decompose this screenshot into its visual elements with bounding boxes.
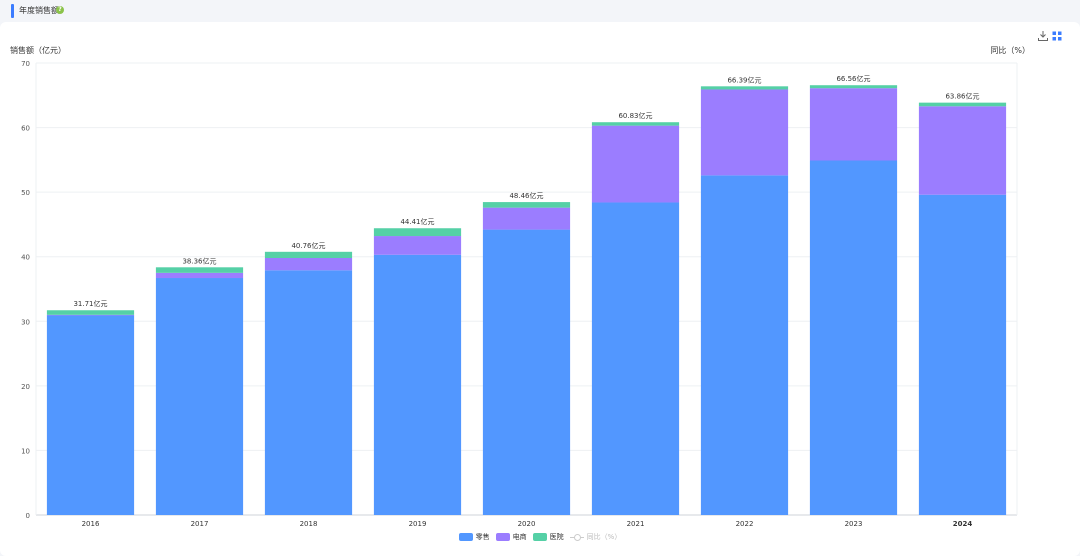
bar-segment[interactable] <box>155 267 244 273</box>
x-tick-label: 2019 <box>409 520 427 528</box>
axes: 销售额（亿元） 同比（%） 0 10 20 30 40 50 60 70 2016 2017 201… <box>10 45 1030 528</box>
x-tick-label: 2022 <box>736 520 754 528</box>
bar-total-label: 60.83亿元 <box>618 111 652 120</box>
bar-segment[interactable] <box>46 310 135 315</box>
grid-icon[interactable] <box>1051 30 1063 42</box>
panel-header: 年度销售额 ? <box>0 0 1080 22</box>
x-tick-label: 2021 <box>627 520 645 528</box>
y-tick-label: 60 <box>21 125 30 133</box>
x-tick-label: 2024 <box>953 520 973 528</box>
y-tick-label: 70 <box>21 60 30 68</box>
bar-segment[interactable] <box>264 251 353 259</box>
y-tick-label: 20 <box>21 383 30 391</box>
x-tick-label: 2020 <box>518 520 536 528</box>
question-circle-icon[interactable]: ? <box>56 6 64 14</box>
bar-segment[interactable] <box>918 106 1007 195</box>
bar-segment[interactable] <box>591 122 680 126</box>
legend-swatch <box>495 533 510 541</box>
bar-total-label: 63.86亿元 <box>945 92 979 101</box>
y-axis-title-left: 销售额（亿元） <box>10 45 66 55</box>
bar-segment[interactable] <box>700 86 789 90</box>
bar-total-label: 38.36亿元 <box>182 256 216 265</box>
bar-segment[interactable] <box>809 88 898 161</box>
bar-segment[interactable] <box>482 207 571 230</box>
legend-swatch <box>532 533 547 541</box>
bar-total-label: 66.39亿元 <box>727 75 761 84</box>
x-tick-label: 2018 <box>300 520 318 528</box>
bar-segment[interactable] <box>809 160 898 515</box>
x-tick-label: 2016 <box>82 520 100 528</box>
bar-segment[interactable] <box>264 258 353 271</box>
x-tick-label: 2017 <box>191 520 209 528</box>
bar-segment[interactable] <box>809 85 898 89</box>
bars <box>46 85 1007 515</box>
legend-label: 医院 <box>549 533 564 541</box>
bar-total-label: 48.46亿元 <box>509 191 543 200</box>
bar-segment[interactable] <box>373 254 462 515</box>
bar-segment[interactable] <box>700 89 789 176</box>
bar-segment[interactable] <box>155 272 244 279</box>
y-tick-label: 10 <box>21 447 30 455</box>
bar-segment[interactable] <box>46 314 135 316</box>
bar-segment[interactable] <box>591 125 680 203</box>
panel-title: 年度销售额 <box>19 6 59 15</box>
bar-segment[interactable] <box>918 194 1007 515</box>
bar-segment[interactable] <box>373 228 462 237</box>
chart-legend: 零售 电商 医院 同比（%） <box>0 531 1080 543</box>
bar-total-label: 31.71亿元 <box>73 299 107 308</box>
bar-segment[interactable] <box>482 202 571 208</box>
bar-total-label: 44.41亿元 <box>400 217 434 226</box>
bar-segment[interactable] <box>264 270 353 515</box>
legend-label: 零售 <box>475 533 490 541</box>
legend-item[interactable]: 电商 <box>495 532 527 542</box>
legend-item-line[interactable]: 同比（%） <box>569 532 622 542</box>
x-tick-label: 2023 <box>845 520 863 528</box>
y-axis-title-right: 同比（%） <box>990 45 1030 55</box>
bar-segment[interactable] <box>591 202 680 515</box>
bar-total-label: 40.76亿元 <box>291 241 325 250</box>
legend-swatch <box>458 533 473 541</box>
bar-total-labels: 31.71亿元 38.36亿元 40.76亿元 44.41亿元 48.46亿元 60.83… <box>73 74 979 308</box>
legend-line-swatch <box>569 533 584 541</box>
bar-total-label: 66.56亿元 <box>836 74 870 83</box>
bar-segment[interactable] <box>46 315 135 515</box>
bar-segment[interactable] <box>918 102 1007 107</box>
bar-segment[interactable] <box>482 229 571 515</box>
legend-label: 同比（%） <box>586 533 622 541</box>
bar-segment[interactable] <box>373 236 462 255</box>
bar-segment[interactable] <box>155 278 244 515</box>
legend-item[interactable]: 零售 <box>458 532 490 542</box>
y-tick-label: 50 <box>21 189 30 197</box>
y-tick-label: 0 <box>26 512 30 520</box>
legend-item[interactable]: 医院 <box>532 532 564 542</box>
y-tick-label: 30 <box>21 318 30 326</box>
bar-segment[interactable] <box>700 175 789 515</box>
legend-label: 电商 <box>512 533 527 541</box>
title-accent-bar <box>11 4 14 18</box>
download-icon[interactable] <box>1037 30 1049 42</box>
y-tick-label: 40 <box>21 254 30 262</box>
